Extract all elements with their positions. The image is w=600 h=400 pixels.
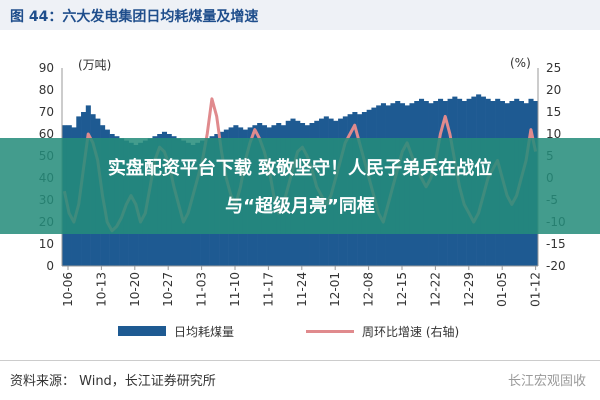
x-tick-label: 11-10 bbox=[228, 272, 242, 307]
right-tick-label: 15 bbox=[546, 105, 561, 119]
legend: 日均耗煤量 周环比增速 (右轴) bbox=[118, 322, 538, 340]
x-tick-label: 12-08 bbox=[362, 272, 376, 307]
footer-divider bbox=[0, 360, 600, 361]
legend-label-growth: 周环比增速 (右轴) bbox=[362, 325, 460, 339]
left-axis-unit: (万吨) bbox=[78, 58, 112, 72]
source-note: 资料来源： Wind，长江证券研究所 bbox=[10, 374, 216, 389]
left-tick-label: 60 bbox=[39, 127, 54, 141]
left-tick-label: 10 bbox=[39, 237, 54, 251]
legend-line-swatch bbox=[306, 330, 354, 333]
right-tick-label: 25 bbox=[546, 61, 561, 75]
left-tick-label: 70 bbox=[39, 105, 54, 119]
left-tick-label: 80 bbox=[39, 83, 54, 97]
x-tick-label: 10-27 bbox=[161, 272, 175, 307]
x-tick-label: 12-29 bbox=[462, 272, 476, 307]
x-tick-label: 11-24 bbox=[295, 272, 309, 307]
x-tick-label: 01-12 bbox=[529, 272, 543, 307]
headline-overlay: 实盘配资平台下载 致敬坚守！人民子弟兵在战位 与“超级月亮”同框 bbox=[0, 138, 600, 234]
right-tick-label: -20 bbox=[546, 259, 566, 273]
x-tick-label: 10-20 bbox=[128, 272, 142, 307]
x-tick-label: 12-15 bbox=[395, 272, 409, 307]
x-tick-label: 01-05 bbox=[495, 272, 509, 307]
x-tick-label: 10-13 bbox=[94, 272, 108, 307]
right-axis-unit: (%) bbox=[510, 56, 531, 70]
x-tick-label: 12-01 bbox=[328, 272, 342, 307]
headline-line-2: 与“超级月亮”同框 bbox=[225, 196, 375, 217]
header-band bbox=[0, 0, 600, 30]
x-tick-label: 11-03 bbox=[195, 272, 209, 307]
legend-label-consumption: 日均耗煤量 bbox=[174, 325, 235, 339]
right-tick-label: 10 bbox=[546, 127, 561, 141]
headline-line-1: 实盘配资平台下载 致敬坚守！人民子弟兵在战位 bbox=[107, 158, 493, 179]
x-tick-label: 11-17 bbox=[261, 272, 275, 307]
figure-title: 图 44：六大发电集团日均耗煤量及增速 bbox=[10, 9, 259, 25]
x-tick-label: 10-06 bbox=[61, 272, 75, 307]
left-tick-label: 90 bbox=[39, 61, 54, 75]
watermark: 长江宏观固收 bbox=[507, 374, 586, 389]
left-tick-label: 0 bbox=[46, 259, 54, 273]
right-tick-label: 20 bbox=[546, 83, 561, 97]
legend-bar-swatch bbox=[118, 326, 166, 336]
x-tick-label: 12-22 bbox=[428, 272, 442, 307]
right-tick-label: -15 bbox=[546, 237, 566, 251]
